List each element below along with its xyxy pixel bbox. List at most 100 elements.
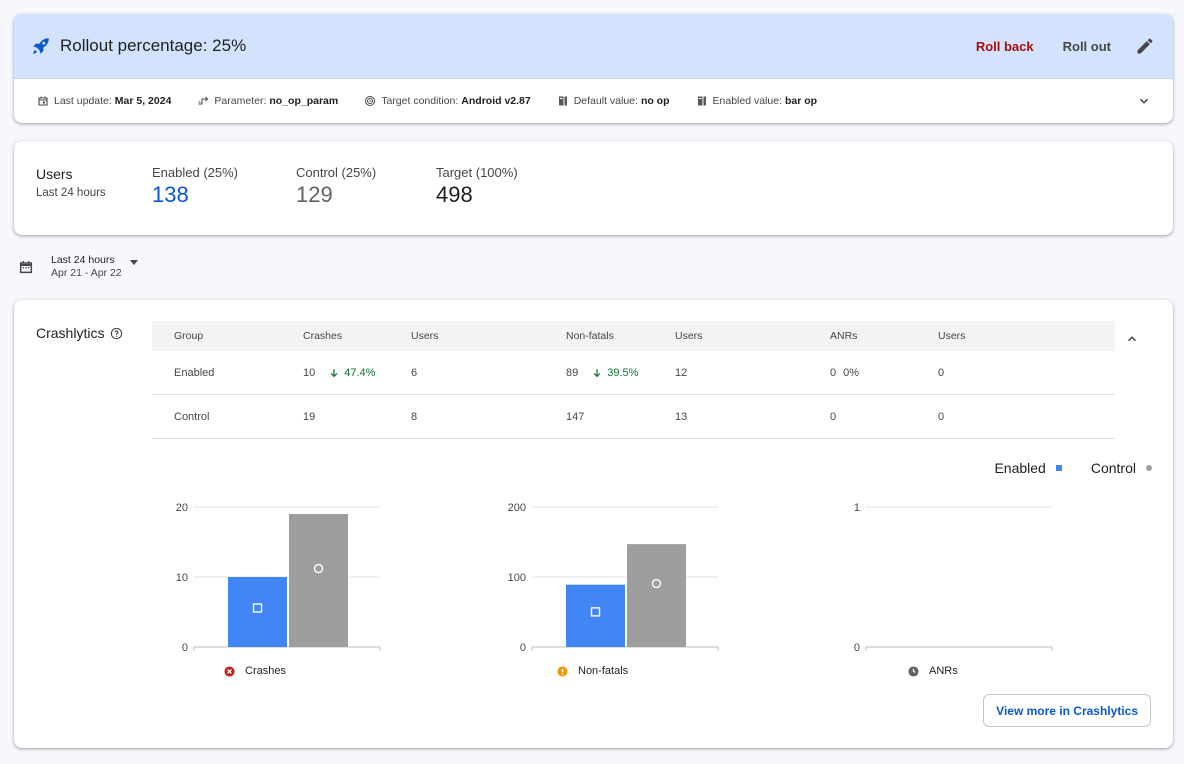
variant-icon: [558, 96, 567, 106]
chevron-down-icon[interactable]: [1137, 94, 1151, 108]
legend-control-swatch: [1146, 465, 1152, 471]
delta-badge: 39.5%: [592, 367, 638, 379]
enabled-marker: [252, 603, 263, 613]
variant-icon: [697, 96, 706, 106]
arrow-down-icon: [330, 368, 338, 377]
cell-nonfatals: 89 39.5%: [566, 366, 639, 379]
help-icon[interactable]: [110, 327, 123, 340]
meta-last-update: Last update: Mar 5, 2024: [37, 95, 171, 107]
y-tick-label: 0: [520, 642, 526, 654]
stat-target-value: 498: [436, 182, 473, 207]
roll-out-button[interactable]: Roll out: [1062, 38, 1111, 54]
delta-badge: 47.4%: [329, 367, 375, 379]
users-subtitle: Last 24 hours: [36, 187, 106, 199]
users-title: Users: [36, 166, 73, 182]
roll-back-button[interactable]: Roll back: [975, 38, 1034, 54]
header-nonfatal-users: Users: [675, 330, 703, 342]
anrs-caption: ANRs: [908, 665, 958, 677]
parameter-icon: [198, 96, 209, 105]
error-icon: [224, 665, 235, 677]
stat-enabled-label: Enabled (25%): [152, 165, 238, 180]
meta-enabled-value: Enabled value: bar op: [696, 95, 817, 107]
calendar-icon: [38, 96, 48, 106]
cell-nonfatal-users: 12: [675, 366, 688, 379]
clock-icon: [908, 665, 919, 677]
meta-parameter: Parameter: no_op_param: [197, 95, 338, 107]
dropdown-caret-icon: [129, 259, 138, 265]
date-range-label: Last 24 hours: [51, 254, 115, 266]
rollout-header: Rollout percentage: 25% Roll back Roll o…: [14, 14, 1173, 79]
cell-crashes: 19: [303, 410, 316, 423]
table-row: Enabled 10 47.4% 6 89 39.5% 12 0 0% 0: [152, 351, 1115, 395]
cell-anrs: 0 0%: [830, 366, 860, 379]
y-tick-label: 1: [854, 502, 860, 514]
rollout-title: Rollout percentage: 25%: [60, 36, 247, 55]
cell-crash-users: 8: [411, 410, 418, 423]
stat-target: Target (100%) 498: [436, 165, 518, 208]
cell-group: Enabled: [174, 366, 215, 379]
nonfatals-chart: 0 100 200: [508, 502, 719, 654]
y-tick-label: 20: [176, 502, 188, 514]
chart-legend: Enabled Control: [994, 460, 1152, 476]
control-marker: [651, 578, 662, 589]
y-tick-label: 0: [854, 642, 860, 654]
y-tick-label: 200: [508, 502, 526, 514]
meta-target-condition: Target condition: Android v2.87: [364, 95, 531, 107]
y-tick-label: 100: [508, 572, 526, 584]
legend-control-label: Control: [1090, 460, 1136, 476]
target-icon: [365, 96, 376, 106]
delta-badge: 0%: [843, 366, 860, 379]
cell-anr-users: 0: [938, 366, 945, 379]
stat-enabled-value: 138: [152, 182, 189, 207]
stat-target-label: Target (100%): [436, 165, 518, 180]
arrow-down-icon: [593, 368, 601, 377]
header-crashes: Crashes: [303, 330, 343, 342]
stat-control-label: Control (25%): [296, 165, 377, 180]
y-tick-label: 10: [176, 572, 188, 584]
calendar-icon: [19, 261, 33, 274]
nonfatals-caption: Non-fatals: [557, 665, 628, 677]
crashlytics-table: Group Crashes Users Non-fatals Users ANR…: [152, 321, 1115, 439]
crashes-chart: 0 10 20: [176, 502, 381, 654]
crashlytics-title: Crashlytics: [36, 325, 123, 341]
header-group: Group: [174, 330, 204, 342]
crashlytics-card: Crashlytics Group Crashes Users Non-fata…: [14, 300, 1173, 748]
anrs-chart: 01: [854, 502, 1053, 654]
edit-pencil-icon[interactable]: [1135, 36, 1155, 56]
bar-control: [627, 544, 686, 647]
stat-control: Control (25%) 129: [296, 165, 376, 208]
cell-nonfatal-users: 13: [675, 410, 688, 423]
date-range-value: Apr 21 - Apr 22: [51, 267, 122, 279]
rocket-icon: [33, 38, 49, 54]
legend-enabled-label: Enabled: [994, 460, 1046, 476]
header-nonfatals: Non-fatals: [566, 330, 614, 342]
table-header: Group Crashes Users Non-fatals Users ANR…: [152, 321, 1115, 351]
view-more-crashlytics-button[interactable]: View more in Crashlytics: [983, 694, 1151, 727]
enabled-marker: [590, 607, 601, 617]
crashes-caption: Crashes: [224, 665, 286, 677]
control-marker: [313, 563, 324, 574]
rollout-card: Rollout percentage: 25% Roll back Roll o…: [14, 14, 1173, 123]
cell-nonfatals: 147: [566, 410, 585, 423]
legend-enabled-swatch: [1055, 465, 1062, 471]
warning-icon: [557, 665, 568, 677]
cell-anrs: 0: [830, 410, 837, 423]
meta-default-value: Default value: no op: [557, 95, 670, 107]
header-anrs: ANRs: [830, 330, 858, 342]
cell-crash-users: 6: [411, 366, 418, 379]
users-heading: Users Last 24 hours: [36, 166, 106, 199]
cell-group: Control: [174, 410, 210, 423]
header-anr-users: Users: [938, 330, 966, 342]
cell-anr-users: 0: [938, 410, 945, 423]
cell-crashes: 10 47.4%: [303, 366, 376, 379]
stat-control-value: 129: [296, 182, 333, 207]
table-row: Control 19 8 147 13 0 0: [152, 395, 1115, 439]
rollout-meta-row: Last update: Mar 5, 2024 Parameter: no_op_…: [14, 79, 1173, 123]
chevron-up-icon[interactable]: [1125, 332, 1139, 346]
bar-control: [289, 514, 348, 647]
header-crash-users: Users: [411, 330, 439, 342]
date-range-dropdown[interactable]: Last 24 hours Apr 21 - Apr 22: [18, 254, 138, 280]
users-card: Users Last 24 hours Enabled (25%) 138 Co…: [14, 141, 1173, 235]
y-tick-label: 0: [182, 642, 188, 654]
stat-enabled: Enabled (25%) 138: [152, 165, 238, 208]
